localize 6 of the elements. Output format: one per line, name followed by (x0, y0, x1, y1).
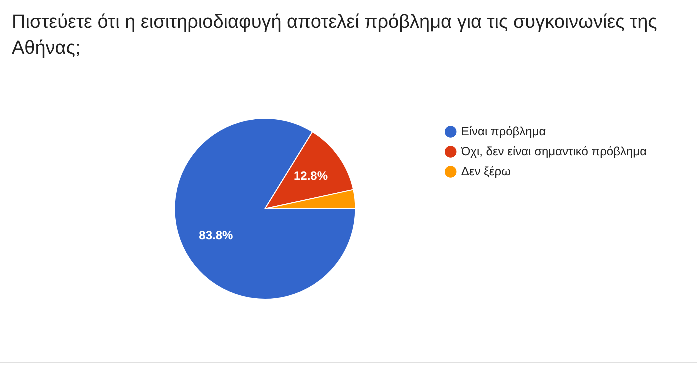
legend-label: Είναι πρόβλημα (461, 124, 546, 138)
legend-label: Όχι, δεν είναι σημαντικό πρόβλημα (460, 144, 648, 158)
chart-title: Πιστεύετε ότι η εισιτηριοδιαφυγή αποτελεί πρόβλημα για τις συγκοινωνίες της Αθήνας; (12, 11, 658, 61)
legend-label: Δεν ξέρω (461, 164, 511, 178)
data-label: 83.8% (199, 228, 234, 243)
data-label: 12.8% (294, 168, 328, 183)
